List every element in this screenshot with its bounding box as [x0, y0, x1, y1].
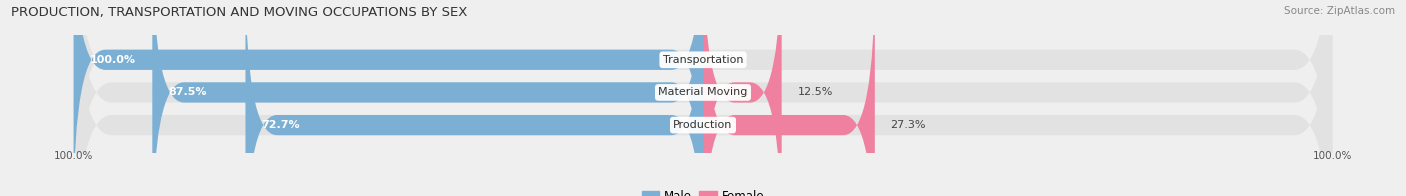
Text: PRODUCTION, TRANSPORTATION AND MOVING OCCUPATIONS BY SEX: PRODUCTION, TRANSPORTATION AND MOVING OC… [11, 6, 468, 19]
Text: Source: ZipAtlas.com: Source: ZipAtlas.com [1284, 6, 1395, 16]
FancyBboxPatch shape [73, 0, 1333, 196]
Text: 27.3%: 27.3% [890, 120, 927, 130]
Text: 100.0%: 100.0% [1313, 151, 1353, 161]
Text: 72.7%: 72.7% [262, 120, 299, 130]
Text: 12.5%: 12.5% [797, 87, 832, 97]
Text: 100.0%: 100.0% [53, 151, 93, 161]
FancyBboxPatch shape [73, 0, 1333, 196]
Text: 87.5%: 87.5% [169, 87, 207, 97]
FancyBboxPatch shape [703, 0, 782, 196]
FancyBboxPatch shape [73, 0, 1333, 196]
Text: 100.0%: 100.0% [90, 55, 135, 65]
Text: Material Moving: Material Moving [658, 87, 748, 97]
Text: Transportation: Transportation [662, 55, 744, 65]
Text: Production: Production [673, 120, 733, 130]
FancyBboxPatch shape [703, 0, 875, 196]
FancyBboxPatch shape [152, 0, 703, 196]
Legend: Male, Female: Male, Female [637, 186, 769, 196]
Text: 0.0%: 0.0% [718, 55, 747, 65]
FancyBboxPatch shape [73, 0, 703, 196]
FancyBboxPatch shape [246, 0, 703, 196]
